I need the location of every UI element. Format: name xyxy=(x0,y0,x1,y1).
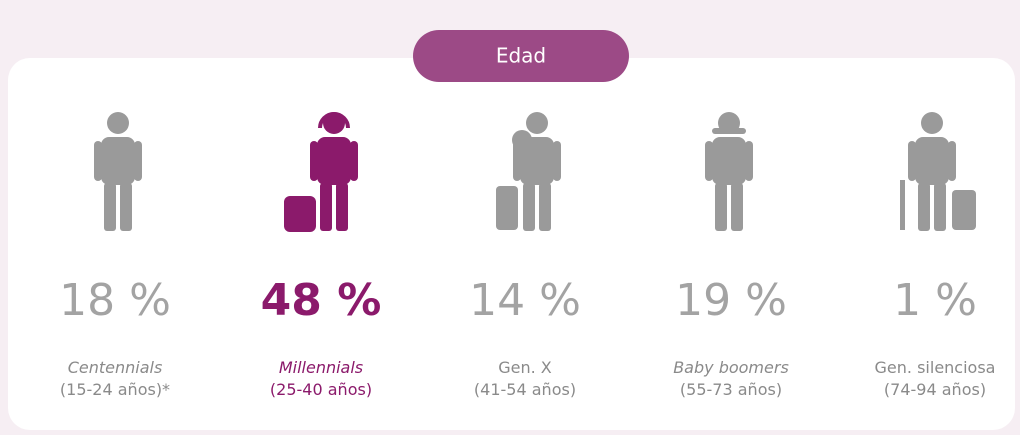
percent: 14 % xyxy=(469,275,581,326)
icon-gen-x xyxy=(496,112,561,231)
percent: 1 % xyxy=(893,275,977,326)
group-name: Centennials xyxy=(68,358,163,377)
percent: 19 % xyxy=(675,275,787,326)
title-pill xyxy=(413,30,629,82)
icon-gen-silenciosa xyxy=(900,112,976,231)
group-name: Gen. X xyxy=(498,358,552,377)
percent: 48 % xyxy=(261,275,382,326)
group-range: (41-54 años) xyxy=(474,380,576,399)
title: Edad xyxy=(496,44,546,68)
group-range: (74-94 años) xyxy=(884,380,986,399)
icon-millennials xyxy=(284,112,358,232)
group-range: (55-73 años) xyxy=(680,380,782,399)
group-range: (25-40 años) xyxy=(270,380,372,399)
percent: 18 % xyxy=(59,275,171,326)
group-name: Baby boomers xyxy=(673,358,789,377)
group-range: (15-24 años)* xyxy=(60,380,170,399)
icon-baby-boomers xyxy=(705,112,753,231)
card xyxy=(8,58,1015,430)
group-name: Gen. silenciosa xyxy=(875,358,996,377)
group-name: Millennials xyxy=(279,358,363,377)
